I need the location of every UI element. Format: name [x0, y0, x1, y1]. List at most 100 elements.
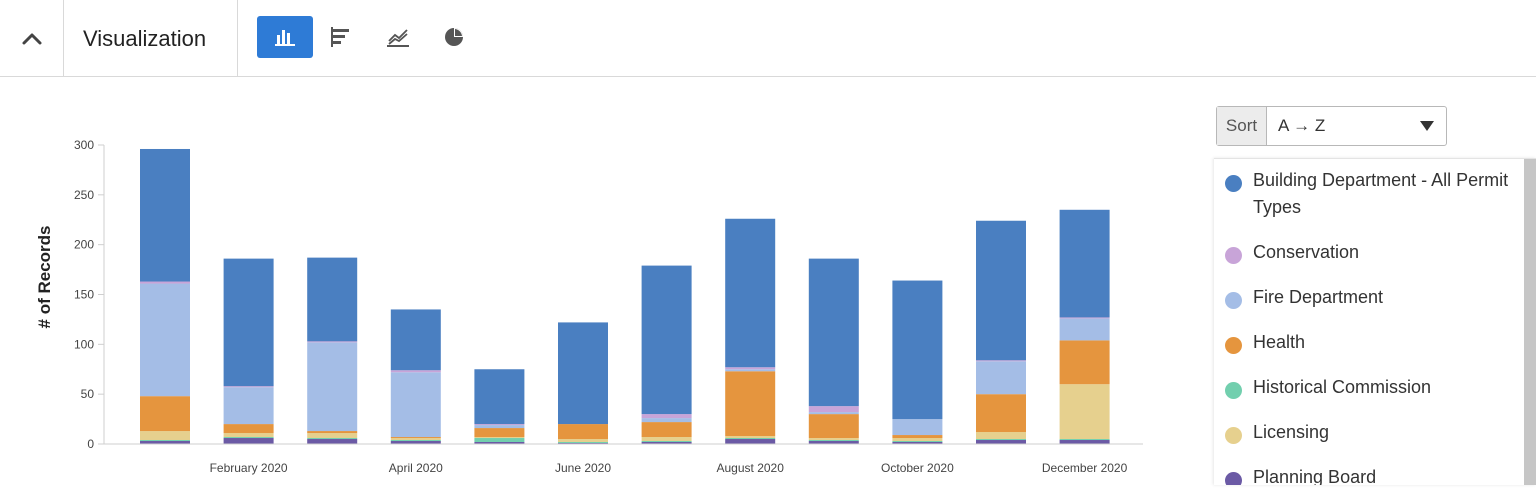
bar-segment[interactable] — [223, 424, 274, 434]
bar-segment[interactable] — [474, 428, 525, 438]
bar-segment[interactable] — [474, 424, 525, 426]
bar-segment[interactable] — [1059, 440, 1110, 444]
bar-segment[interactable] — [474, 438, 525, 443]
bar-segment[interactable] — [725, 371, 776, 437]
bar-segment[interactable] — [390, 437, 441, 439]
x-tick-label: April 2020 — [389, 461, 443, 475]
bar-segment[interactable] — [140, 281, 190, 284]
bar-segment[interactable] — [390, 309, 441, 371]
bar-segment[interactable] — [892, 441, 943, 443]
bar-segment[interactable] — [808, 258, 859, 407]
bar-segment[interactable] — [808, 412, 859, 415]
bar-segment[interactable] — [1059, 340, 1110, 385]
bar-segment[interactable] — [892, 280, 943, 420]
legend-item[interactable]: Building Department - All Permit Types — [1225, 167, 1515, 221]
bar-segment[interactable] — [140, 396, 190, 432]
bar-segment[interactable] — [390, 438, 441, 441]
bar-segment[interactable] — [223, 437, 274, 439]
bar-segment[interactable] — [892, 442, 943, 444]
legend-item[interactable]: Health — [1225, 329, 1515, 356]
bar-segment[interactable] — [307, 257, 358, 342]
line-chart-button[interactable] — [370, 16, 426, 58]
bar-segment[interactable] — [140, 431, 190, 441]
bar-segment[interactable] — [390, 441, 441, 444]
pie-chart-button[interactable] — [426, 16, 482, 58]
bar-segment[interactable] — [1059, 317, 1110, 319]
legend-item[interactable]: Licensing — [1225, 419, 1515, 446]
bar-segment[interactable] — [976, 440, 1026, 444]
bar-segment[interactable] — [474, 442, 525, 444]
bar-chart-button[interactable] — [313, 16, 369, 58]
bar-segment[interactable] — [641, 437, 692, 442]
legend-swatch — [1225, 175, 1242, 192]
bar-segment[interactable] — [1059, 318, 1110, 341]
bar-segment[interactable] — [307, 438, 358, 440]
bar-segment[interactable] — [641, 265, 692, 415]
bar-segment[interactable] — [976, 360, 1026, 362]
bar-segment[interactable] — [808, 440, 859, 442]
bar-segment[interactable] — [474, 425, 525, 429]
bar-segment[interactable] — [390, 372, 441, 438]
bar-segment[interactable] — [725, 218, 776, 368]
bar-segment[interactable] — [641, 418, 692, 423]
bar-segment[interactable] — [223, 386, 274, 388]
bar-segment[interactable] — [474, 369, 525, 425]
legend-item[interactable]: Planning Board — [1225, 464, 1515, 485]
bar-segment[interactable] — [725, 436, 776, 439]
legend-scrollbar[interactable] — [1524, 159, 1536, 485]
bar-segment[interactable] — [140, 148, 190, 282]
bar-segment[interactable] — [223, 438, 274, 444]
legend-scrollbar-thumb[interactable] — [1524, 159, 1536, 485]
bar-segment[interactable] — [223, 387, 274, 425]
bar-segment[interactable] — [558, 442, 608, 444]
column-chart-button[interactable] — [257, 16, 313, 58]
bar-segment[interactable] — [390, 370, 441, 373]
bar-segment[interactable] — [1059, 209, 1110, 318]
bar-segment[interactable] — [307, 439, 358, 444]
bar-segment[interactable] — [223, 258, 274, 387]
bar-segment[interactable] — [140, 441, 190, 444]
bar-segment[interactable] — [725, 367, 776, 370]
legend-item[interactable]: Fire Department — [1225, 284, 1515, 311]
bar-segment[interactable] — [641, 441, 692, 443]
bar-segment[interactable] — [474, 437, 525, 439]
bar-segment[interactable] — [892, 438, 943, 442]
bar-segment[interactable] — [307, 431, 358, 434]
bar-segment[interactable] — [976, 220, 1026, 361]
bar-segment[interactable] — [976, 394, 1026, 433]
bar-segment[interactable] — [1059, 384, 1110, 440]
bar-segment[interactable] — [223, 433, 274, 438]
bar-segment[interactable] — [976, 361, 1026, 395]
bar-segment[interactable] — [976, 432, 1026, 440]
bar-segment[interactable] — [307, 433, 358, 439]
bar-segment[interactable] — [390, 440, 441, 442]
bar-segment[interactable] — [1059, 439, 1110, 441]
legend-item[interactable]: Conservation — [1225, 239, 1515, 266]
bar-segment[interactable] — [725, 439, 776, 444]
sort-control: Sort A → Z — [1216, 106, 1447, 146]
legend-swatch — [1225, 337, 1242, 354]
bar-segment[interactable] — [558, 322, 608, 425]
legend-item[interactable]: Historical Commission — [1225, 374, 1515, 401]
bar-segment[interactable] — [725, 438, 776, 440]
bar-segment[interactable] — [892, 435, 943, 439]
bar-segment[interactable] — [976, 439, 1026, 441]
bar-segment[interactable] — [307, 342, 358, 432]
bar-segment[interactable] — [641, 414, 692, 419]
chart-area: 0 50 100 150 200 250 300 February 2020 April 20… — [0, 78, 1180, 485]
bar-segment[interactable] — [140, 440, 190, 442]
bar-segment[interactable] — [808, 441, 859, 444]
sort-select[interactable]: A → Z — [1267, 107, 1446, 145]
bar-segment[interactable] — [892, 419, 943, 436]
bar-segment[interactable] — [558, 439, 608, 443]
bar-segment[interactable] — [558, 424, 608, 440]
collapse-button[interactable] — [0, 0, 64, 77]
bar-segment[interactable] — [808, 414, 859, 439]
bar-segment[interactable] — [725, 369, 776, 372]
bar-segment[interactable] — [808, 438, 859, 441]
bar-segment[interactable] — [140, 283, 190, 397]
bar-segment[interactable] — [641, 442, 692, 444]
bar-segment[interactable] — [307, 341, 358, 343]
bar-segment[interactable] — [808, 406, 859, 413]
bar-segment[interactable] — [641, 422, 692, 438]
